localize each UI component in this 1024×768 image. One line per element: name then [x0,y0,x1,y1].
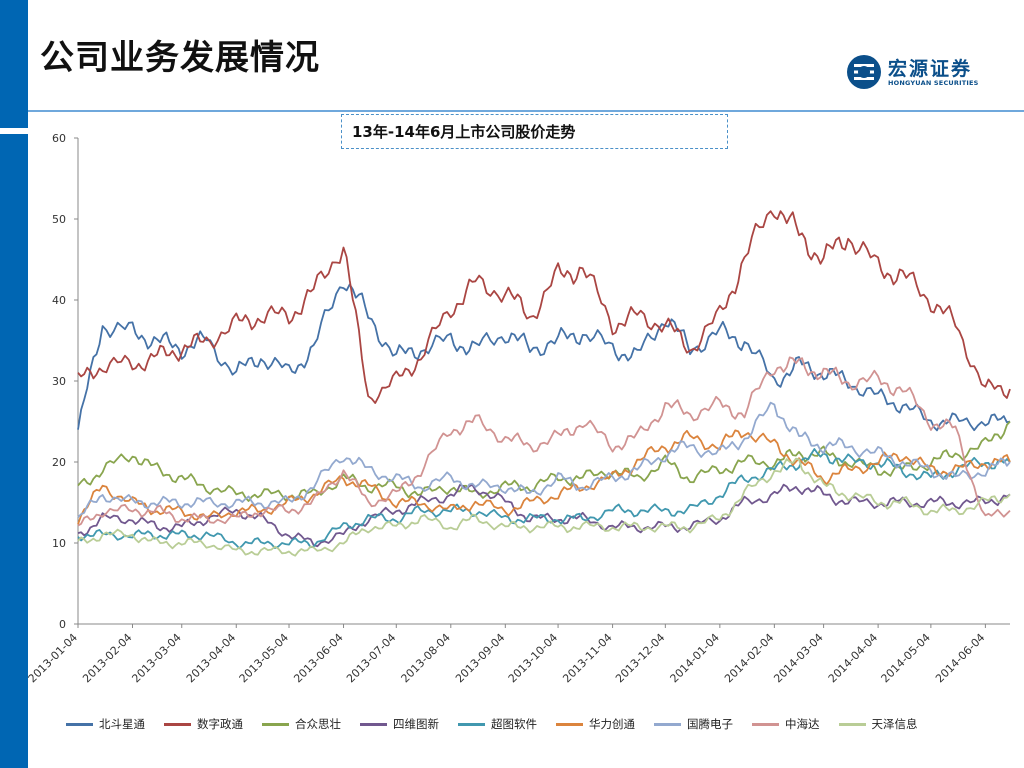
legend-swatch [556,722,583,726]
legend-swatch [838,722,866,726]
chart-title-box: 13年-14年6月上市公司股价走势 [341,114,728,149]
legend-item: 数字政通 [164,716,243,732]
legend-label: 四维图新 [393,717,439,731]
legend-item: 超图软件 [458,716,537,732]
x-tick-label: 2014-03-04 [771,631,825,685]
legend-label: 天泽信息 [871,717,918,731]
x-tick-label: 2013-12-04 [613,631,667,685]
legend-swatch [360,722,387,726]
y-tick-label: 10 [52,537,66,550]
legend-label: 北斗星通 [99,717,145,731]
legend-item: 国腾电子 [654,716,733,732]
legend-item: 北斗星通 [66,716,145,732]
legend-item: 合众思壮 [262,716,341,732]
x-tick-label: 2013-11-04 [560,631,614,685]
y-tick-label: 60 [52,132,66,145]
y-tick-label: 0 [59,618,66,631]
legend-label: 国腾电子 [687,717,733,731]
legend-item: 中海达 [752,716,820,732]
x-tick-label: 2014-06-04 [933,631,987,685]
x-tick-label: 2014-05-04 [879,631,933,685]
header-divider [28,110,1024,112]
chart-legend: 北斗星通 数字政通 合众思壮 四维图新 超图软件 华力创通 国腾电子 中海达 天泽信息 [66,714,1016,734]
series-line-9 [77,457,1011,557]
x-tick-label: 2013-01-04 [26,631,80,685]
left-accent-bar [0,0,28,768]
x-tick-label: 2013-10-04 [506,631,560,685]
series-line-5 [77,448,1011,550]
series-line-1 [77,283,1011,432]
legend-swatch [164,722,191,726]
legend-item: 四维图新 [360,716,439,732]
x-tick-label: 2013-06-04 [291,631,345,685]
series-line-2 [77,210,1011,404]
logo-emblem-icon [847,55,881,89]
legend-label: 超图软件 [491,717,537,731]
legend-swatch [654,722,681,726]
x-tick-label: 2013-03-04 [129,631,183,685]
x-tick-label: 2013-08-04 [399,631,453,685]
x-tick-label: 2013-07-04 [344,631,398,685]
x-tick-label: 2013-09-04 [453,631,507,685]
chart-title: 13年-14年6月上市公司股价走势 [352,123,576,141]
legend-label: 中海达 [785,717,820,731]
series-line-7 [77,401,1011,518]
logo-chinese-name: 宏源证券 [888,58,973,80]
left-bar-notch [0,128,28,134]
series-line-3 [77,420,1011,502]
legend-swatch [458,722,485,726]
legend-swatch [752,722,779,726]
legend-label: 华力创通 [589,717,635,731]
legend-item: 天泽信息 [838,716,918,732]
x-tick-label: 2013-05-04 [237,631,291,685]
legend-item: 华力创通 [556,716,635,732]
company-logo: 宏源证券 HONGYUAN SECURITIES [842,50,992,96]
y-tick-label: 40 [52,294,66,307]
y-tick-label: 50 [52,213,66,226]
legend-label: 合众思壮 [295,717,341,731]
series-line-6 [77,429,1011,525]
y-tick-label: 20 [52,456,66,469]
logo-english-name: HONGYUAN SECURITIES [888,79,979,87]
legend-swatch [262,722,289,726]
x-tick-label: 2013-02-04 [80,631,134,685]
x-tick-label: 2014-02-04 [722,631,776,685]
x-tick-label: 2013-04-04 [184,631,238,685]
legend-swatch [66,722,93,726]
x-tick-label: 2014-01-04 [668,631,722,685]
legend-label: 数字政通 [197,717,243,731]
series-line-8 [77,356,1011,527]
x-tick-label: 2014-04-04 [826,631,880,685]
slide-title: 公司业务发展情况 [40,38,320,78]
y-tick-label: 30 [52,375,66,388]
